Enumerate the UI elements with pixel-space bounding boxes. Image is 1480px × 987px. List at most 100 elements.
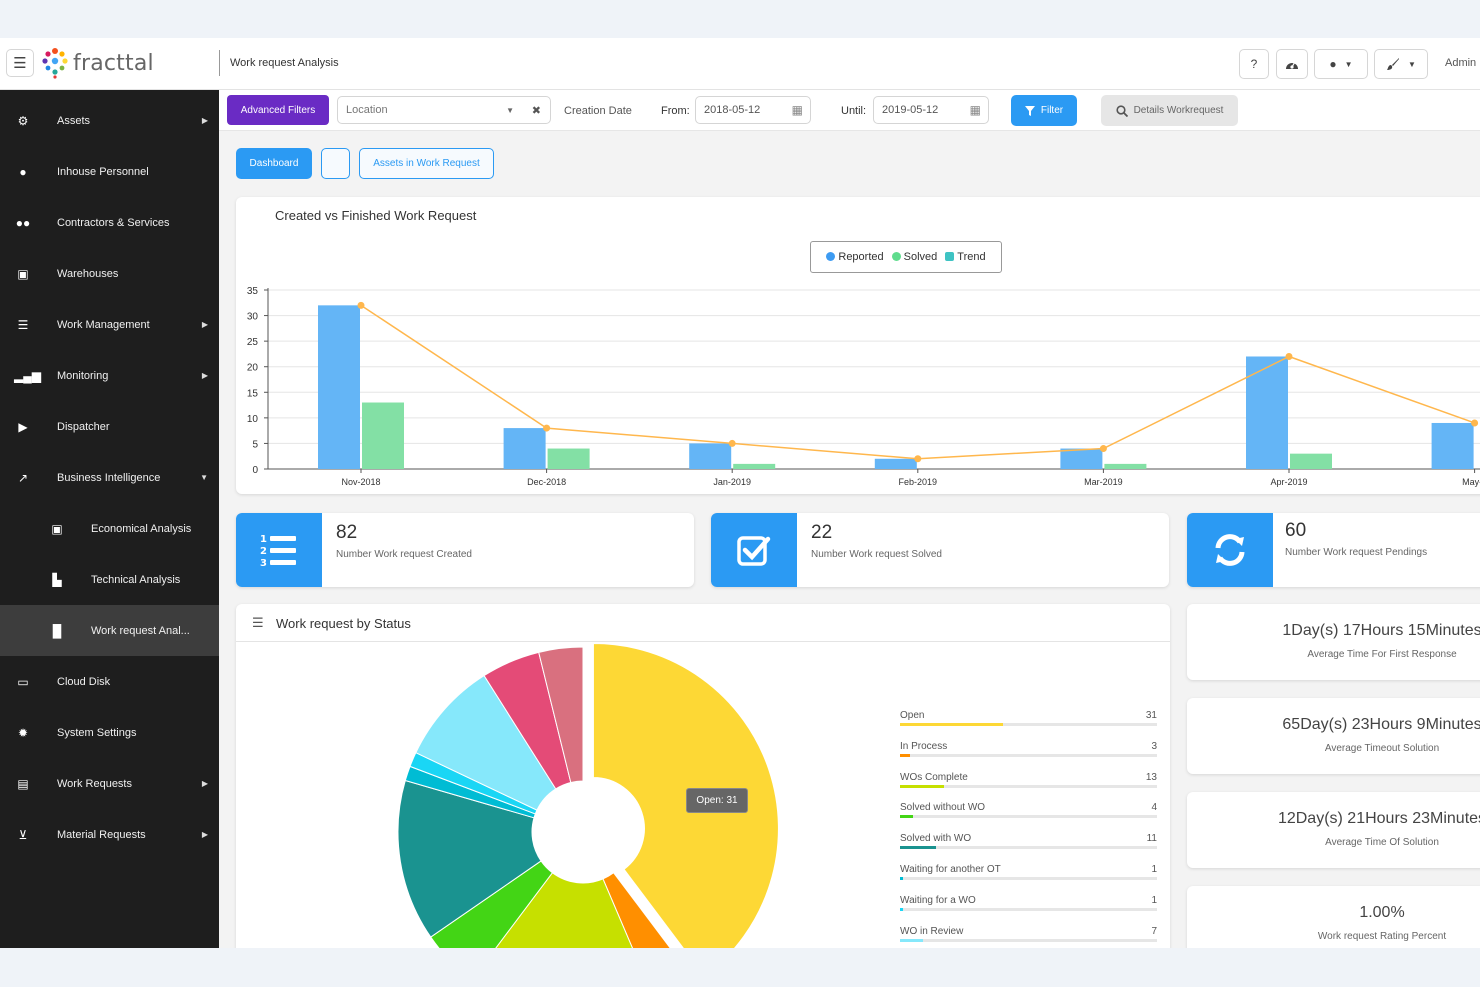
status-row[interactable]: Solved with WO 11 — [900, 826, 1157, 854]
pie-slice[interactable] — [397, 779, 542, 938]
status-row[interactable]: In Process 3 — [900, 734, 1157, 762]
sidebar-item-label: Contractors & Services — [57, 216, 170, 229]
status-row[interactable]: WO in Review 7 — [900, 919, 1157, 947]
status-row[interactable]: Waiting for a WO 1 — [900, 888, 1157, 916]
bar-solved[interactable] — [547, 448, 590, 469]
status-bar-track — [900, 846, 1157, 850]
chart-legend: Reported Solved Trend — [810, 241, 1002, 273]
legend-item-trend[interactable]: Trend — [945, 251, 986, 263]
bar-solved[interactable] — [733, 463, 776, 469]
clear-icon[interactable]: ✖ — [531, 104, 541, 117]
sidebar-item-business-intelligence[interactable]: ↗ Business Intelligence ▼ — [0, 452, 219, 503]
location-select[interactable]: Location ▼ ✖ — [337, 96, 551, 124]
top-bar: ☰ fracttal Work request Analysis ? — [0, 38, 1480, 90]
pie-slice[interactable] — [538, 646, 584, 784]
sidebar-item-cloud-disk[interactable]: ▭ Cloud Disk — [0, 656, 219, 707]
work-management-icon: ☰ — [17, 317, 29, 332]
trend-point[interactable] — [728, 439, 736, 447]
bar-solved[interactable] — [362, 402, 404, 469]
until-date-input[interactable]: 2019-05-12 ▦ — [873, 96, 989, 124]
bar-solved[interactable] — [1104, 463, 1147, 469]
details-workrequest-button[interactable]: Details Workrequest — [1101, 95, 1238, 126]
status-row[interactable]: Open 31 — [900, 703, 1157, 731]
status-name: Solved without WO — [900, 802, 986, 814]
chart-title: Created vs Finished Work Request — [275, 208, 477, 223]
assets-icon: ⚙ — [17, 113, 29, 128]
sidebar-item-system-settings[interactable]: ✹ System Settings — [0, 707, 219, 758]
status-name: In Process — [900, 740, 948, 752]
pie-slice[interactable] — [415, 674, 557, 811]
tab-blank[interactable] — [321, 148, 350, 179]
sidebar-item-work-request-analysis[interactable]: ▐▌ Work request Anal... — [0, 605, 219, 656]
kpi-label: Average Timeout Solution — [1324, 743, 1440, 754]
theme-dropdown[interactable]: ▼ — [1374, 49, 1428, 79]
pie-slice[interactable] — [592, 643, 779, 948]
sidebar-item-inhouse-personnel[interactable]: ● Inhouse Personnel — [0, 146, 219, 197]
tab-dashboard[interactable]: Dashboard — [236, 148, 312, 179]
trend-point[interactable] — [1099, 445, 1107, 453]
bar-reported[interactable] — [874, 458, 917, 469]
advanced-filters-button[interactable]: Advanced Filters — [227, 95, 329, 125]
sidebar-item-label: Work Management — [57, 318, 150, 331]
filter-button[interactable]: Filter — [1011, 95, 1077, 126]
details-label: Details Workrequest — [1133, 105, 1224, 116]
check-square-icon — [737, 536, 771, 566]
sidebar-item-contractors[interactable]: ●● Contractors & Services — [0, 197, 219, 248]
bar-reported[interactable] — [1060, 448, 1103, 469]
area-chart-icon: ▙ — [52, 572, 62, 587]
sidebar-item-monitoring[interactable]: ▂▄▆ Monitoring ▶ — [0, 350, 219, 401]
status-name: Open — [900, 710, 925, 721]
bar-reported[interactable] — [1431, 422, 1474, 469]
trend-point[interactable] — [1285, 352, 1293, 360]
warehouse-icon: ▣ — [17, 266, 29, 281]
sidebar-item-assets[interactable]: ⚙ Assets ▶ — [0, 95, 219, 146]
tab-assets-in-work-request[interactable]: Assets in Work Request — [359, 148, 494, 179]
svg-text:1: 1 — [260, 534, 267, 545]
sidebar-item-material-requests[interactable]: ⊻ Material Requests ▶ — [0, 809, 219, 860]
sidebar-item-economical-analysis[interactable]: ▣ Economical Analysis — [0, 503, 219, 554]
kpi-timeout-solution: 65Day(s) 23Hours 9Minutes Average Timeou… — [1187, 698, 1480, 774]
dashboard-gauge-button[interactable] — [1276, 49, 1308, 79]
menu-toggle-button[interactable]: ☰ — [6, 49, 34, 77]
bar-reported[interactable] — [503, 428, 546, 469]
trend-point[interactable] — [543, 424, 551, 432]
app-frame: ☰ fracttal Work request Analysis ? — [0, 38, 1480, 948]
kpi-value: 1.00% — [1359, 904, 1405, 921]
status-bar-fill — [900, 753, 911, 757]
help-label: ? — [1250, 57, 1258, 71]
status-row[interactable]: Waiting for another OT 1 — [900, 857, 1157, 885]
sidebar-item-dispatcher[interactable]: ▶ Dispatcher — [0, 401, 219, 452]
filter-bar: Advanced Filters Location ▼ ✖ Creation D… — [219, 90, 1480, 131]
from-date-input[interactable]: 2018-05-12 ▦ — [695, 96, 811, 124]
bar-reported[interactable] — [689, 443, 732, 469]
language-dropdown[interactable]: ● ▼ — [1314, 49, 1368, 79]
bar-reported[interactable] — [318, 305, 360, 469]
legend-item-reported[interactable]: Reported — [826, 251, 884, 263]
chevron-right-icon: ▶ — [201, 320, 208, 329]
status-name: WOs Complete — [900, 771, 968, 783]
trend-point[interactable] — [914, 455, 922, 463]
status-count: 31 — [1145, 710, 1157, 721]
logo[interactable]: fracttal — [40, 47, 154, 79]
sidebar-item-work-requests[interactable]: ▤ Work Requests ▶ — [0, 758, 219, 809]
trend-point[interactable] — [1471, 419, 1479, 427]
sidebar-item-work-management[interactable]: ☰ Work Management ▶ — [0, 299, 219, 350]
trend-point[interactable] — [357, 301, 365, 309]
pie-slice[interactable] — [472, 872, 656, 948]
status-row[interactable]: WOs Complete 13 — [900, 765, 1157, 793]
y-tick-label: 10 — [247, 414, 259, 425]
status-row[interactable]: Solved without WO 4 — [900, 795, 1157, 823]
bar-solved[interactable] — [1290, 453, 1332, 469]
user-menu[interactable]: Admin — [1445, 57, 1477, 69]
calendar-icon: ▦ — [791, 103, 803, 117]
help-button[interactable]: ? — [1239, 49, 1269, 79]
legend-item-solved[interactable]: Solved — [891, 251, 937, 263]
caret-down-icon: ▼ — [1344, 59, 1353, 69]
cart-icon: ⊻ — [18, 827, 28, 842]
sidebar-item-warehouses[interactable]: ▣ Warehouses — [0, 248, 219, 299]
status-count: 7 — [1151, 925, 1157, 937]
sidebar-item-technical-analysis[interactable]: ▙ Technical Analysis — [0, 554, 219, 605]
bar-reported[interactable] — [1246, 356, 1288, 469]
status-count: 4 — [1151, 802, 1157, 814]
chevron-right-icon: ▶ — [201, 371, 208, 380]
